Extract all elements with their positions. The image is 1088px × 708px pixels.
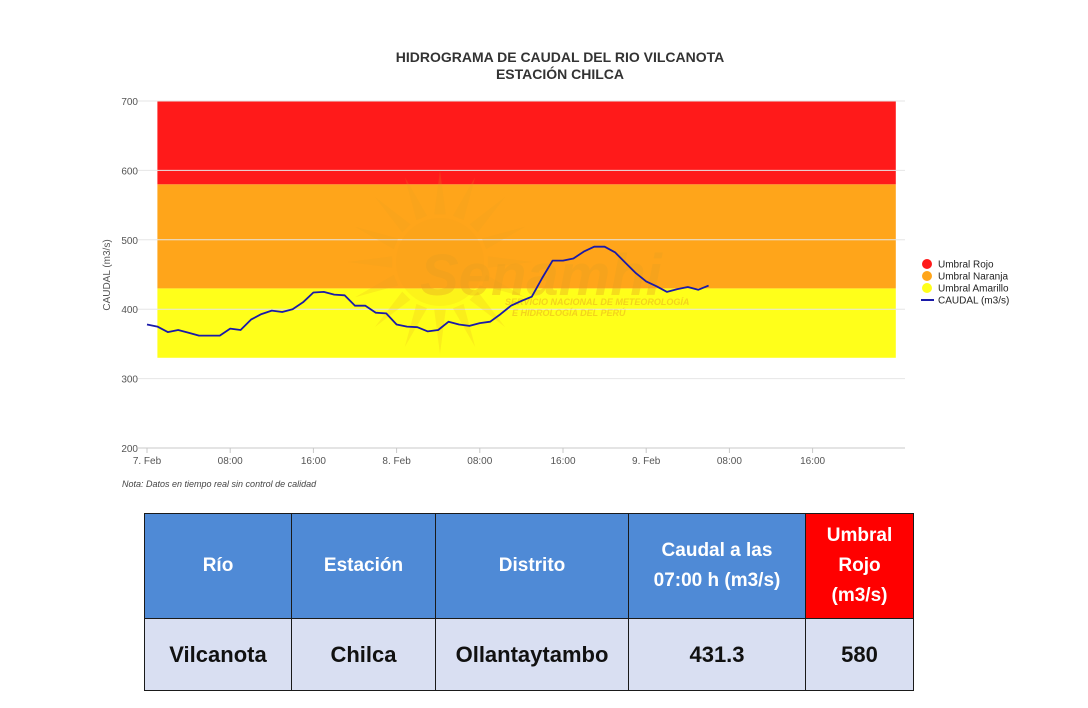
header-distrito: Distrito [435,513,629,619]
y-axis-title: CAUDAL (m3/s) [102,239,113,310]
x-axis-ticks: 7. Feb 08:00 16:00 8. Feb 08:00 16:00 9. Feb 08… [133,448,826,467]
legend-marker [922,283,932,293]
sun-ray [374,291,411,328]
legend-marker [922,259,932,269]
sun-ray [487,256,532,268]
y-tick-label: 200 [121,444,138,455]
quality-note: Nota: Datos en tiempo real sin control d… [122,479,317,489]
sun-logo-icon [348,170,532,354]
watermark-line1: SERVICIO NACIONAL DE METEOROLOGÍA [505,297,689,307]
x-tick-label: 08:00 [467,456,492,467]
cell-caudal: 431.3 [628,618,806,691]
y-axis-ticks: 200 300 400 500 600 700 [121,97,138,455]
hydrograph-chart: HIDROGRAMA DE CAUDAL DEL RIO VILCANOTA E… [102,49,1009,489]
threshold-bands [157,101,896,358]
band-umbral-naranja [157,184,896,289]
legend-label: CAUDAL (m3/s) [938,296,1009,307]
series-line-caudal [146,245,709,337]
station-table: Río Estación Distrito Caudal a las 07:00… [144,513,914,691]
y-tick-label: 500 [121,236,138,247]
sun-ray [481,274,525,298]
sun-ray [355,226,399,250]
x-tick-label: 16:00 [301,456,326,467]
sun-ray [348,256,393,268]
legend-label: Umbral Naranja [938,272,1008,283]
x-tick-label: 16:00 [800,456,825,467]
y-tick-label: 300 [121,375,138,386]
chart-subtitle: ESTACIÓN CHILCA [496,65,624,82]
sun-ray [481,226,525,250]
band-umbral-amarillo [157,288,896,358]
table-row: Vilcanota Chilca Ollantaytambo 431.3 580 [144,618,914,691]
band-umbral-rojo [157,101,896,185]
sun-ray [434,309,446,354]
cell-umbral-rojo: 580 [805,618,914,691]
sun-ray [469,196,506,233]
header-caudal: Caudal a las 07:00 h (m3/s) [628,513,806,619]
legend-label: Umbral Amarillo [938,284,1009,295]
legend-label: Umbral Rojo [938,260,994,271]
x-tick-label: 08:00 [717,456,742,467]
watermark-brand: Senamhi [420,243,664,308]
sun-core [396,218,484,306]
cell-distrito: Ollantaytambo [435,618,629,691]
legend-marker [922,271,932,281]
header-rio: Río [144,513,292,619]
y-tick-label: 700 [121,97,138,108]
x-tick-label: 08:00 [218,456,243,467]
sun-ray [374,196,411,233]
sun-ray [452,177,476,221]
cell-rio: Vilcanota [144,618,292,691]
watermark-line2: E HIDROLOGÍA DEL PERÚ [512,307,626,318]
sun-ray [404,303,428,347]
header-umbral-rojo: Umbral Rojo (m3/s) [805,513,914,619]
table-header-row: Río Estación Distrito Caudal a las 07:00… [144,513,914,619]
x-tick-label: 9. Feb [632,456,661,467]
sun-ray [404,177,428,221]
header-estacion: Estación [291,513,436,619]
x-tick-label: 7. Feb [133,456,162,467]
y-tick-label: 400 [121,305,138,316]
chart-title: HIDROGRAMA DE CAUDAL DEL RIO VILCANOTA [396,49,724,65]
caudal-series [146,245,709,337]
y-tick-label: 600 [121,166,138,177]
sun-ray [355,274,399,298]
x-tick-label: 8. Feb [382,456,411,467]
cell-estacion: Chilca [291,618,436,691]
senamhi-watermark-logo: Senamhi SERVICIO NACIONAL DE METEOROLOGÍ… [348,170,689,354]
sun-ray [434,170,446,215]
x-tick-label: 16:00 [550,456,575,467]
